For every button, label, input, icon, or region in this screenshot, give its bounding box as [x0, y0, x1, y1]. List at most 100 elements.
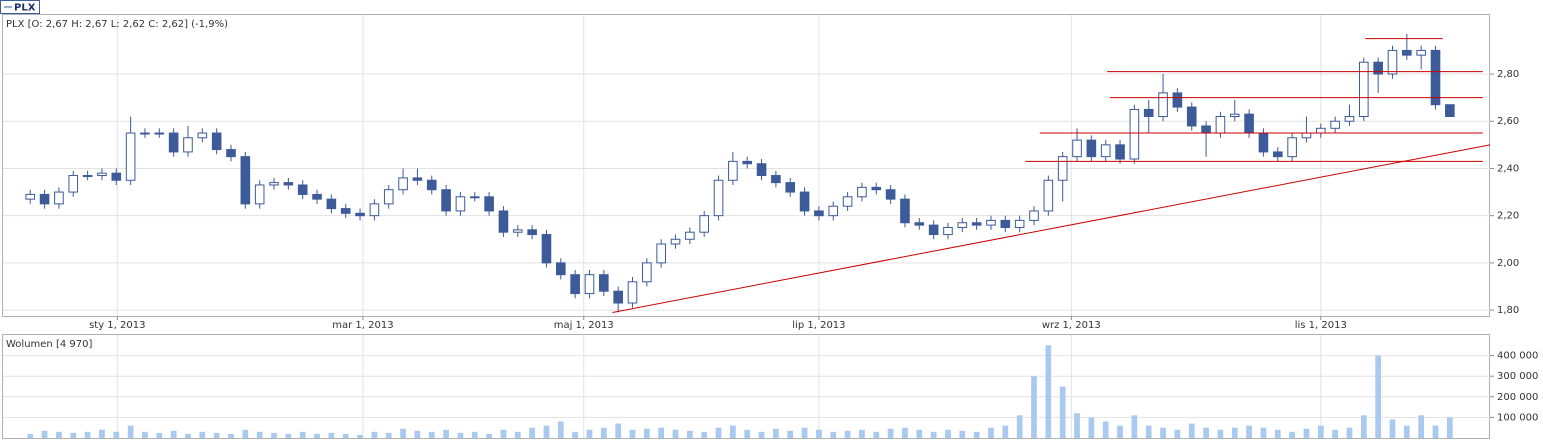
- volume-bar: [428, 431, 435, 438]
- candle-body: [97, 172, 107, 177]
- candle-body: [197, 132, 208, 139]
- candle-body: [455, 196, 466, 212]
- candle-body: [857, 186, 867, 198]
- price-title: PLX [O: 2,67 H: 2,67 L: 2,62 C: 2,62] (-…: [6, 19, 228, 30]
- volume-bar: [1203, 427, 1209, 438]
- candle-body: [512, 229, 523, 233]
- volume-bar: [902, 427, 908, 438]
- volume-bar: [1117, 425, 1123, 438]
- candle-body: [613, 290, 623, 304]
- candle-body: [1129, 108, 1140, 160]
- candle-body: [1301, 132, 1312, 139]
- candle-body: [498, 210, 509, 233]
- volume-bar: [758, 431, 765, 438]
- volume-bar: [1360, 415, 1367, 438]
- candle-body: [383, 189, 394, 205]
- candle-body: [1272, 151, 1283, 158]
- candle-body: [642, 262, 652, 283]
- marks: [25, 33, 1491, 438]
- candle-body: [685, 231, 695, 240]
- candle-body: [1057, 156, 1068, 181]
- candle-body: [527, 229, 537, 236]
- candle-body: [168, 132, 179, 153]
- candle-body: [1416, 49, 1426, 56]
- y-tick-label: 2,00: [1497, 258, 1519, 269]
- volume-bar: [443, 429, 449, 438]
- candle-body: [140, 132, 150, 135]
- volume-bar: [70, 432, 77, 438]
- candle-body: [928, 224, 939, 236]
- candle-body: [484, 196, 494, 212]
- volume-bar: [629, 429, 636, 438]
- candle-body: [441, 189, 451, 212]
- volume-bar: [1317, 425, 1324, 438]
- volume-bar: [672, 429, 679, 438]
- x-tick-label: maj 1, 2013: [554, 320, 614, 331]
- candle-body: [771, 175, 781, 184]
- volume-bar: [887, 428, 894, 438]
- volume-bar: [1260, 427, 1267, 438]
- volume-bar: [1102, 421, 1109, 438]
- volume-bar: [1332, 429, 1339, 438]
- candle-body: [1100, 144, 1111, 158]
- volume-bar: [586, 429, 593, 438]
- candle-body: [54, 191, 64, 205]
- volume-bar: [643, 428, 650, 438]
- candle-body: [1158, 92, 1168, 118]
- volume-bar: [514, 431, 521, 438]
- candle-body: [742, 160, 753, 165]
- candle-body: [111, 172, 122, 181]
- candle-body: [1201, 125, 1211, 134]
- volume-bar: [99, 429, 105, 438]
- candle-body: [699, 215, 710, 233]
- volume-bar: [1246, 425, 1252, 438]
- candle-body: [670, 238, 681, 245]
- x-tick-label: mar 1, 2013: [332, 320, 393, 331]
- volume-bar: [1303, 428, 1310, 438]
- volume-bar: [1289, 431, 1295, 438]
- volume-bar: [371, 431, 378, 438]
- volume-bar: [113, 431, 120, 438]
- volume-bar: [557, 421, 564, 438]
- volume-bar: [385, 432, 392, 438]
- candle-body: [25, 193, 36, 200]
- candle-body: [957, 222, 968, 228]
- volume-bar: [1016, 415, 1023, 438]
- candle-body: [943, 226, 953, 236]
- volume-bar: [1432, 425, 1439, 438]
- x-tick-label: lis 1, 2013: [1295, 320, 1347, 331]
- candle-body: [1402, 49, 1412, 56]
- volume-bar: [271, 432, 277, 438]
- candle-body: [971, 222, 982, 226]
- candle-body: [1373, 61, 1383, 75]
- volume-bar: [1031, 376, 1037, 438]
- candle-body: [68, 175, 79, 193]
- volume-bar: [816, 429, 822, 438]
- volume-panel: [2, 334, 1490, 439]
- x-tick-label: wrz 1, 2013: [1042, 320, 1101, 331]
- candle-body: [556, 262, 566, 276]
- volume-bar: [930, 431, 937, 438]
- candle-body: [656, 243, 666, 264]
- candle-body: [584, 274, 595, 295]
- grid: [3, 15, 1494, 438]
- candle-body: [756, 163, 767, 177]
- candle-body: [312, 193, 322, 200]
- candle-body: [1215, 116, 1226, 134]
- volume-bar: [1145, 425, 1152, 438]
- volume-bar: [1188, 423, 1195, 438]
- candle-body: [785, 182, 796, 193]
- candle-body: [570, 274, 580, 295]
- legend-box[interactable]: [0, 0, 40, 14]
- volume-bar: [486, 433, 492, 438]
- volume-bar: [56, 431, 62, 438]
- candle-body: [1172, 92, 1183, 108]
- candle-body: [728, 160, 738, 181]
- candle-body: [355, 212, 365, 217]
- drawn-line: [612, 144, 1491, 313]
- candle-body: [713, 179, 724, 217]
- candle-body: [871, 186, 882, 191]
- candle-body: [1387, 49, 1398, 75]
- volume-bar: [84, 431, 91, 438]
